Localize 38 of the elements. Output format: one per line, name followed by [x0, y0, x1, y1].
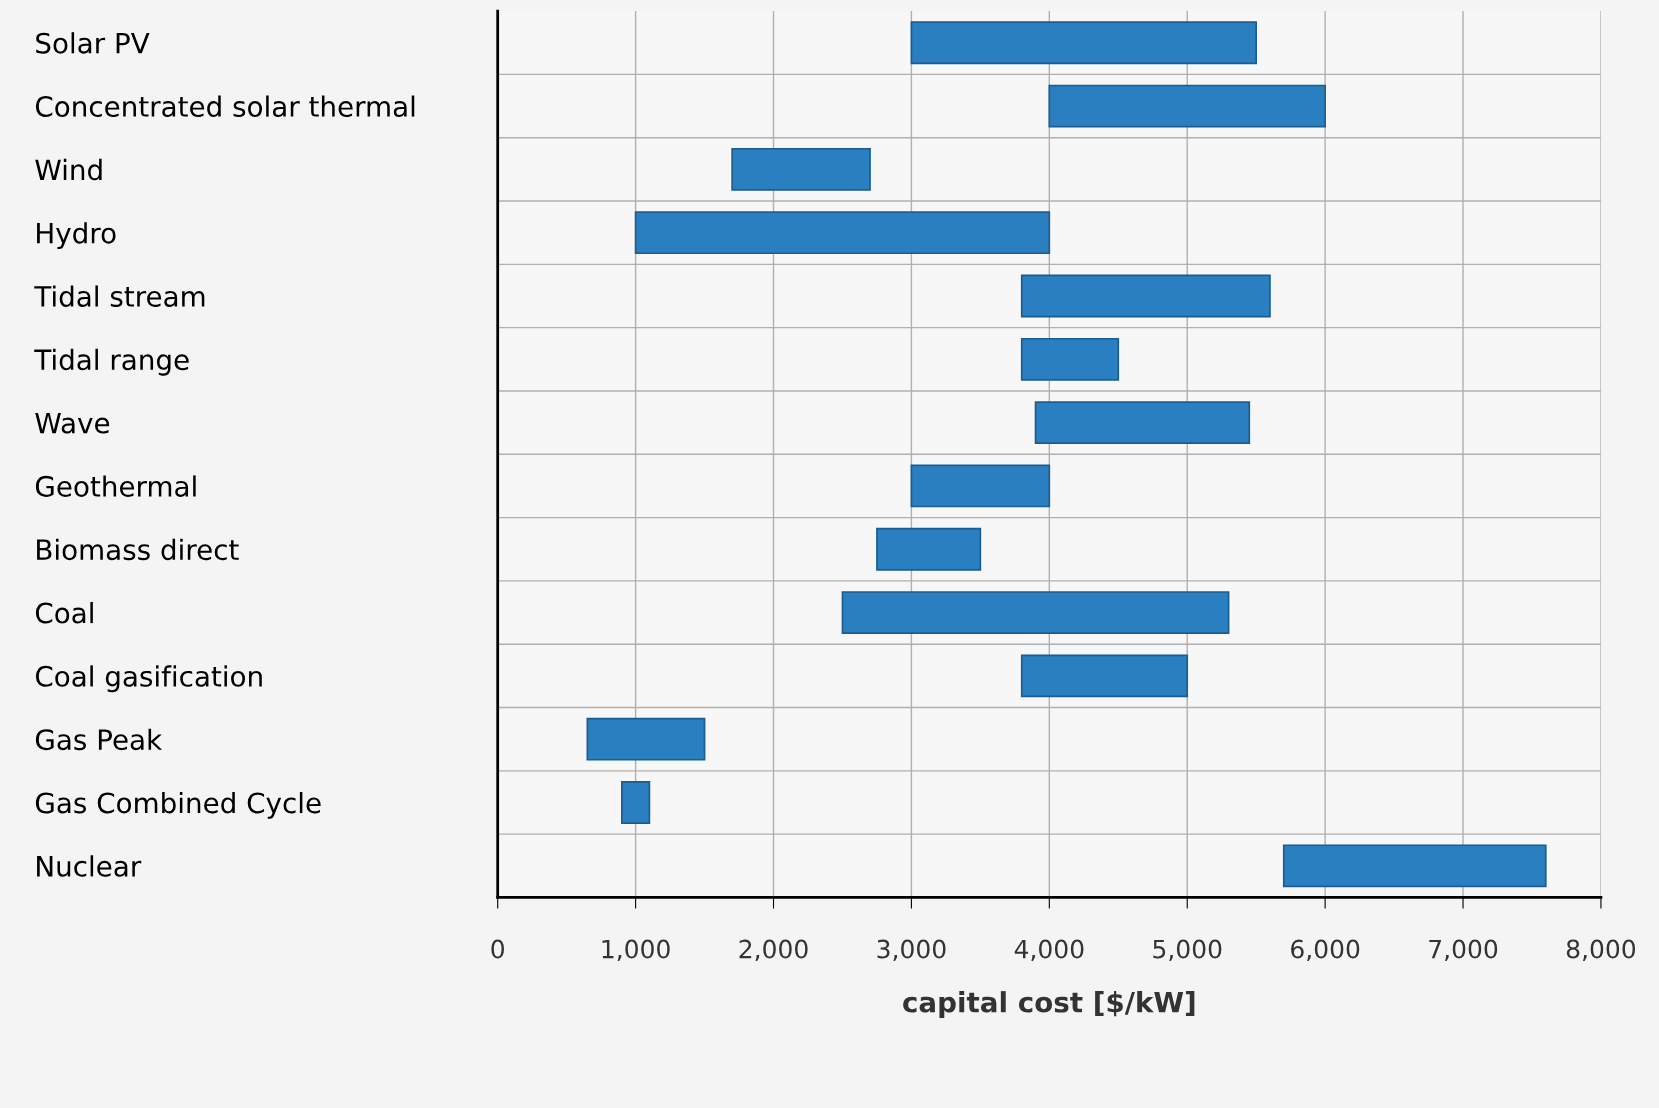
- y-tick-label: Nuclear: [37, 855, 142, 877]
- y-tick-label: Solar PV: [36, 32, 150, 54]
- y-tick-label: Coal: [35, 602, 93, 624]
- x-tick-label: 5,000: [1153, 939, 1222, 962]
- x-tick-label: 0: [491, 939, 504, 959]
- bar: [910, 464, 1051, 508]
- bar: [876, 527, 982, 571]
- y-tick-label: Wave: [35, 412, 110, 434]
- bar: [1020, 337, 1120, 381]
- x-tick-label: 3,000: [877, 939, 946, 962]
- x-tick-label: 6,000: [1291, 939, 1360, 962]
- x-tick-label: 7,000: [1429, 939, 1498, 962]
- x-axis-title: capital cost [$/kW]: [903, 991, 1195, 1018]
- y-tick-label: Concentrated solar thermal: [35, 95, 415, 117]
- bar: [1020, 274, 1271, 318]
- bar: [1048, 84, 1326, 128]
- x-tick-label: 8,000: [1566, 939, 1636, 962]
- y-tick-label: Biomass direct: [37, 538, 239, 561]
- y-tick-label: Gas Combined Cycle: [35, 791, 321, 819]
- x-tick-label: 4,000: [1014, 939, 1084, 962]
- y-tick-label: Geothermal: [35, 475, 196, 497]
- bar: [731, 147, 871, 191]
- bar: [586, 717, 706, 761]
- bar: [1034, 401, 1251, 445]
- bar: [620, 781, 651, 824]
- bar: [634, 211, 1051, 255]
- bar: [1020, 654, 1189, 698]
- x-tick-label: 2,000: [739, 939, 808, 962]
- y-tick-label: Tidal stream: [34, 285, 205, 307]
- y-tick-label: Wind: [35, 158, 102, 181]
- y-tick-label: Coal gasification: [35, 665, 262, 693]
- y-tick-label: Hydro: [37, 222, 116, 250]
- y-tick-label: Tidal range: [34, 348, 189, 376]
- y-tick-label: Gas Peak: [35, 728, 163, 751]
- bar: [910, 21, 1258, 65]
- bar: [1282, 844, 1547, 888]
- x-tick-label: 1,000: [602, 939, 670, 962]
- bar: [841, 591, 1230, 634]
